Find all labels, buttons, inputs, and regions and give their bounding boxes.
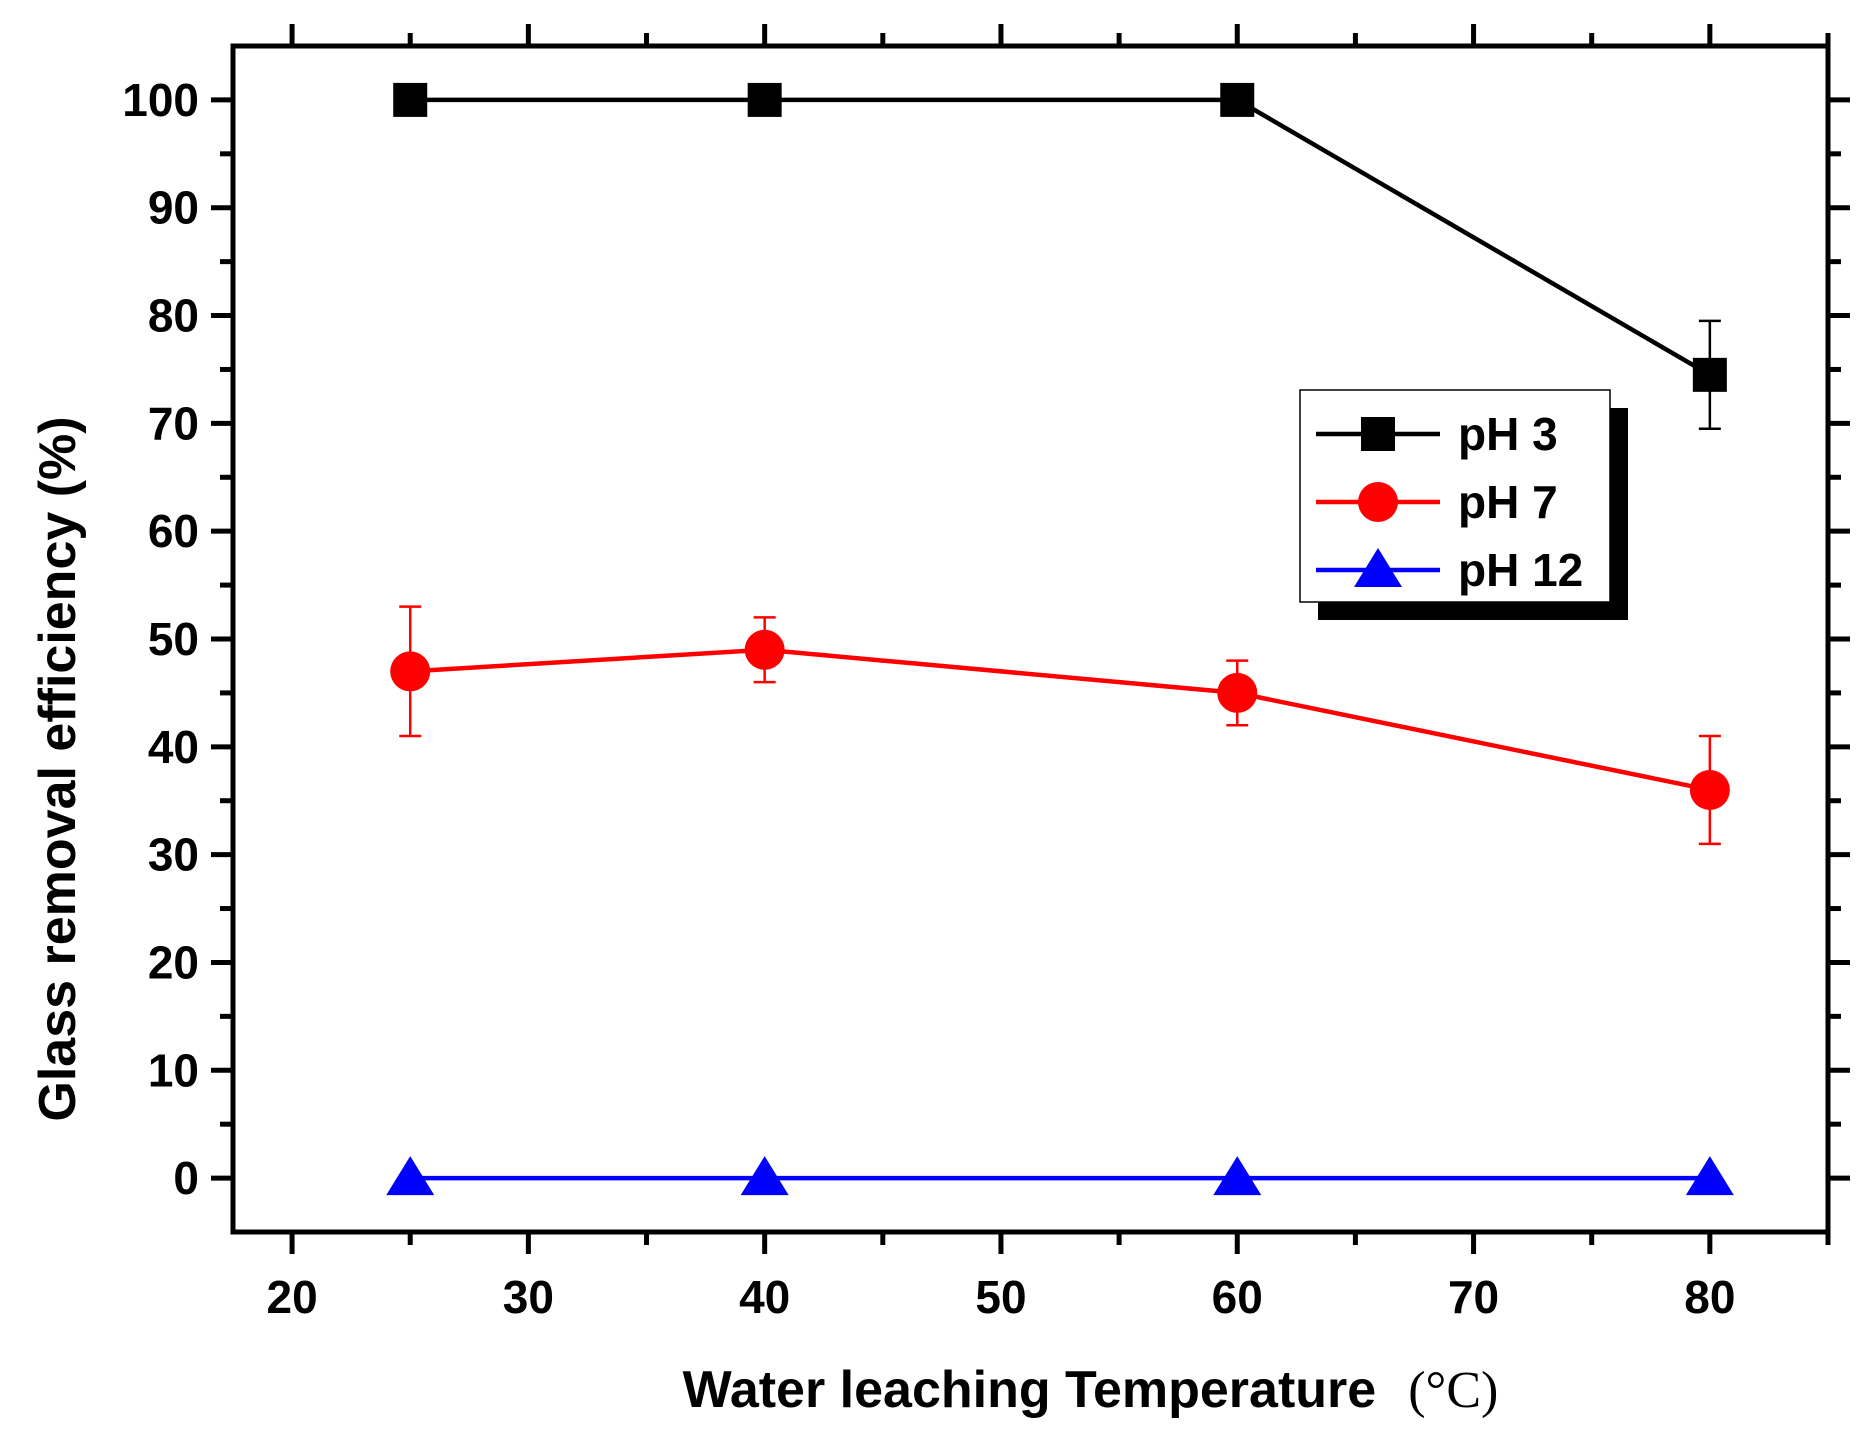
series-line — [410, 97, 1711, 377]
plot-frame — [230, 43, 1831, 1235]
series-ph-3 — [393, 82, 1727, 431]
x-tick-label: 70 — [1448, 1271, 1499, 1323]
x-axis-title-group: Water leaching Temperature (°C) — [683, 1361, 1499, 1419]
x-tick-label: 50 — [975, 1271, 1026, 1323]
data-point — [747, 82, 782, 117]
data-point — [386, 1156, 435, 1196]
legend-marker — [1358, 482, 1398, 522]
y-tick-label: 40 — [148, 721, 199, 773]
y-tick-label: 80 — [148, 290, 199, 342]
y-tick-label: 60 — [148, 505, 199, 557]
data-point — [744, 629, 785, 670]
data-point — [1692, 357, 1727, 392]
y-tick-label: 0 — [173, 1152, 199, 1204]
y-tick-label: 50 — [148, 613, 199, 665]
legend: pH 3 pH 7 pH 12 — [1299, 389, 1628, 620]
y-tick-label: 20 — [148, 936, 199, 988]
data-point — [1213, 1156, 1262, 1196]
x-tick-label: 40 — [739, 1271, 790, 1323]
series-ph-12 — [386, 1156, 1734, 1196]
data-point — [393, 82, 428, 117]
x-tick-label: 30 — [503, 1271, 554, 1323]
tick-layer — [211, 24, 1850, 1254]
legend-label: pH 12 — [1458, 544, 1583, 596]
legend-label: pH 7 — [1458, 476, 1558, 528]
label-layer: 0 10 20 30 40 50 60 70 80 90 100 20 30 40 50 60 70 80 — [122, 74, 1735, 1323]
x-axis-unit: (°C) — [1408, 1362, 1498, 1419]
legend-marker — [1361, 417, 1395, 451]
x-tick-label: 60 — [1212, 1271, 1263, 1323]
data-point — [1217, 672, 1258, 713]
y-axis-title: Glass removal efficiency (%) — [29, 416, 87, 1121]
legend-box — [1299, 389, 1611, 603]
y-tick-label: 100 — [122, 74, 199, 126]
x-tick-label: 20 — [266, 1271, 317, 1323]
legend-label: pH 3 — [1458, 408, 1558, 460]
series-ph-7 — [390, 605, 1730, 846]
data-point — [740, 1156, 789, 1196]
series-line — [410, 647, 1711, 793]
data-point — [1689, 769, 1730, 810]
x-axis-title: Water leaching Temperature — [683, 1361, 1377, 1419]
legend-marker — [1354, 548, 1402, 587]
data-point — [390, 651, 431, 692]
y-tick-label: 90 — [148, 182, 199, 234]
y-tick-label: 70 — [148, 397, 199, 449]
data-point — [1220, 82, 1255, 117]
x-tick-label: 80 — [1684, 1271, 1735, 1323]
y-tick-label: 10 — [148, 1044, 199, 1096]
y-tick-label: 30 — [148, 829, 199, 881]
data-point — [1685, 1156, 1734, 1196]
series-layer — [386, 82, 1734, 1196]
